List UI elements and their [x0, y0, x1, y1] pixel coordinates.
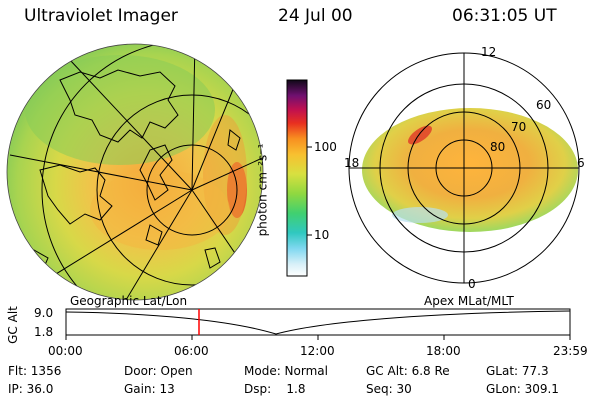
info-seq: Seq: 30 [366, 382, 412, 396]
info-glat: GLat: 77.3 [486, 364, 549, 378]
app-title: Ultraviolet Imager [24, 6, 178, 26]
info-gc-alt: GC Alt: 6.8 Re [366, 364, 450, 378]
coastlines [19, 69, 241, 273]
info-dsp: Dsp: 1.8 [244, 382, 306, 396]
info-glon: GLon: 309.1 [486, 382, 559, 396]
time-tick-0000: 00:00 [48, 344, 83, 358]
time-tick-1800: 18:00 [426, 344, 461, 358]
mlt-label-6: 6 [577, 156, 585, 170]
info-flight: Flt: 1356 [8, 364, 62, 378]
colorbar-tick-10: 10 [314, 228, 330, 242]
mlat-label-60: 60 [536, 98, 552, 112]
altitude-curve [65, 310, 571, 335]
altitude-ylabel: GC Alt [5, 306, 20, 344]
polar-grid [348, 52, 580, 284]
info-ip: IP: 36.0 [8, 382, 54, 396]
mlat-label-80: 80 [490, 140, 506, 154]
apex-polar-panel [348, 52, 580, 284]
geographic-image-panel [6, 43, 264, 301]
image-time: 06:31:05 UT [452, 6, 557, 26]
info-door: Door: Open [124, 364, 193, 378]
geographic-caption: Geographic Lat/Lon [70, 294, 188, 308]
time-tick-0600: 06:00 [174, 344, 209, 358]
altitude-plot [65, 308, 571, 340]
colorbar [286, 79, 312, 277]
colorbar-tick-100: 100 [314, 140, 337, 154]
info-gain: Gain: 13 [124, 382, 175, 396]
time-tick-1200: 12:00 [300, 344, 335, 358]
mlt-label-18: 18 [344, 156, 360, 170]
info-mode: Mode: Normal [244, 364, 328, 378]
altitude-ytick-low: 1.8 [34, 325, 54, 339]
mlt-label-12: 12 [481, 45, 497, 59]
apex-caption: Apex MLat/MLT [424, 294, 514, 308]
altitude-ytick-high: 9.0 [34, 306, 54, 320]
mlat-label-70: 70 [511, 120, 527, 134]
image-date: 24 Jul 00 [278, 6, 353, 26]
time-tick-2359: 23:59 [553, 344, 588, 358]
mlt-label-0: 0 [468, 277, 476, 291]
colorbar-gradient [286, 79, 308, 277]
colorbar-unit-label: photon cm⁻²s⁻¹ [255, 143, 270, 237]
